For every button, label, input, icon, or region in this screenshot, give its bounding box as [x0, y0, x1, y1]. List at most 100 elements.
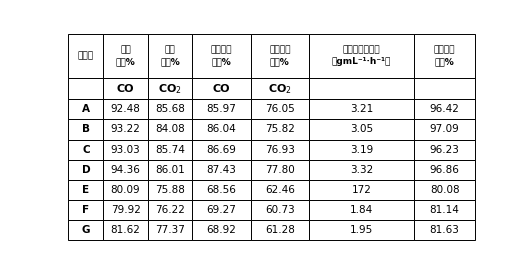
Text: 85.97: 85.97	[207, 104, 236, 114]
Bar	[251, 200, 309, 220]
Text: 81.63: 81.63	[430, 225, 460, 235]
Bar	[251, 160, 309, 180]
Text: 86.04: 86.04	[207, 124, 236, 134]
Text: CO$_2$: CO$_2$	[158, 82, 182, 96]
Bar	[192, 99, 251, 120]
Text: B: B	[82, 124, 90, 134]
Bar	[68, 160, 103, 180]
Bar	[103, 220, 148, 240]
Bar	[103, 200, 148, 220]
Text: 76.22: 76.22	[155, 205, 185, 215]
Bar	[309, 140, 414, 160]
Bar	[309, 200, 414, 220]
Bar	[414, 120, 475, 140]
Text: 催化剂: 催化剂	[78, 51, 94, 60]
Text: 62.46: 62.46	[265, 185, 295, 195]
Bar	[192, 120, 251, 140]
Bar	[309, 120, 414, 140]
Text: 甲醇选择
性，%: 甲醇选择 性，%	[434, 46, 455, 66]
Bar	[192, 200, 251, 220]
Text: 75.88: 75.88	[155, 185, 185, 195]
Text: 80.09: 80.09	[111, 185, 140, 195]
Bar	[192, 140, 251, 160]
Bar	[68, 78, 103, 99]
Text: 96.23: 96.23	[430, 145, 460, 154]
Text: 耐热后活
性，%: 耐热后活 性，%	[210, 46, 232, 66]
Bar	[68, 180, 103, 200]
Text: 61.28: 61.28	[265, 225, 295, 235]
Text: 92.48: 92.48	[111, 104, 140, 114]
Text: F: F	[82, 205, 90, 215]
Text: 76.93: 76.93	[265, 145, 295, 154]
Bar	[414, 180, 475, 200]
Bar	[414, 99, 475, 120]
Text: 69.27: 69.27	[207, 205, 236, 215]
Bar	[68, 99, 103, 120]
Bar	[68, 220, 103, 240]
Text: 93.03: 93.03	[111, 145, 140, 154]
Bar	[309, 99, 414, 120]
Text: 86.01: 86.01	[155, 165, 185, 175]
Text: 97.09: 97.09	[430, 124, 460, 134]
Text: 96.86: 96.86	[430, 165, 460, 175]
Text: 77.80: 77.80	[265, 165, 295, 175]
Bar	[309, 160, 414, 180]
Bar	[68, 200, 103, 220]
Text: 80.08: 80.08	[430, 185, 460, 195]
Bar	[103, 180, 148, 200]
Text: 初活
性，%: 初活 性，%	[160, 46, 180, 66]
Text: 3.21: 3.21	[350, 104, 373, 114]
Bar	[414, 220, 475, 240]
Bar	[148, 180, 192, 200]
Bar	[309, 78, 414, 99]
Text: 初活
性，%: 初活 性，%	[116, 46, 136, 66]
Text: 172: 172	[352, 185, 372, 195]
Text: 甲醇时空产率，
（gmL⁻¹·h⁻¹）: 甲醇时空产率， （gmL⁻¹·h⁻¹）	[332, 46, 391, 66]
Text: 94.36: 94.36	[111, 165, 140, 175]
Text: 85.68: 85.68	[155, 104, 185, 114]
Bar	[251, 99, 309, 120]
Text: 1.95: 1.95	[350, 225, 373, 235]
Text: CO: CO	[213, 84, 230, 94]
Text: E: E	[82, 185, 90, 195]
Text: 93.22: 93.22	[111, 124, 140, 134]
Text: 84.08: 84.08	[155, 124, 185, 134]
Text: A: A	[82, 104, 90, 114]
Bar	[251, 220, 309, 240]
Bar	[192, 34, 251, 78]
Bar	[103, 34, 148, 78]
Bar	[148, 120, 192, 140]
Text: 81.14: 81.14	[430, 205, 460, 215]
Bar	[103, 120, 148, 140]
Text: C: C	[82, 145, 90, 154]
Text: 68.56: 68.56	[207, 185, 236, 195]
Text: 60.73: 60.73	[265, 205, 295, 215]
Text: 86.69: 86.69	[207, 145, 236, 154]
Bar	[148, 99, 192, 120]
Bar	[251, 140, 309, 160]
Bar	[192, 78, 251, 99]
Bar	[148, 200, 192, 220]
Bar	[68, 120, 103, 140]
Bar	[251, 180, 309, 200]
Bar	[309, 180, 414, 200]
Text: 3.19: 3.19	[350, 145, 373, 154]
Bar	[251, 120, 309, 140]
Text: 77.37: 77.37	[155, 225, 185, 235]
Text: 68.92: 68.92	[207, 225, 236, 235]
Text: CO: CO	[117, 84, 134, 94]
Text: 76.05: 76.05	[265, 104, 295, 114]
Bar	[148, 160, 192, 180]
Bar	[68, 34, 103, 78]
Bar	[192, 160, 251, 180]
Bar	[251, 78, 309, 99]
Text: 耐热后活
性，%: 耐热后活 性，%	[269, 46, 290, 66]
Bar	[192, 180, 251, 200]
Text: 3.05: 3.05	[350, 124, 373, 134]
Bar	[148, 78, 192, 99]
Bar	[414, 78, 475, 99]
Text: 3.32: 3.32	[350, 165, 373, 175]
Bar	[148, 220, 192, 240]
Bar	[309, 34, 414, 78]
Text: D: D	[82, 165, 90, 175]
